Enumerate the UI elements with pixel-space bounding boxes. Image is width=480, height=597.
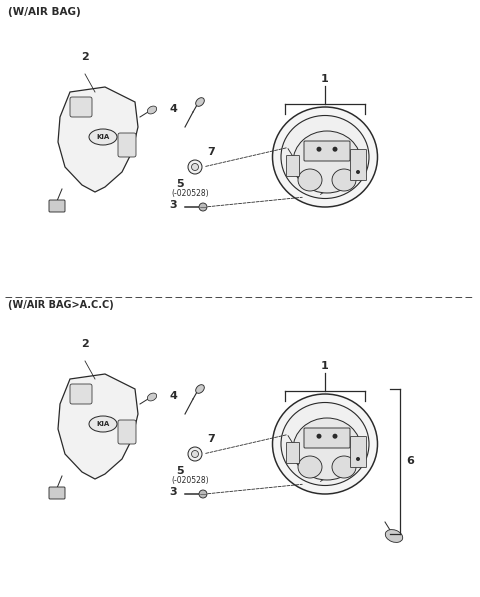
- Text: 6: 6: [406, 457, 414, 466]
- FancyBboxPatch shape: [118, 133, 136, 157]
- Ellipse shape: [281, 402, 369, 485]
- Polygon shape: [58, 87, 138, 192]
- Text: (-020528): (-020528): [171, 189, 209, 198]
- FancyBboxPatch shape: [49, 200, 65, 212]
- Text: 2: 2: [81, 339, 89, 349]
- FancyBboxPatch shape: [350, 149, 367, 180]
- Circle shape: [192, 164, 199, 171]
- Ellipse shape: [332, 456, 356, 478]
- Circle shape: [356, 457, 360, 461]
- Text: 3: 3: [169, 200, 177, 210]
- Ellipse shape: [196, 98, 204, 106]
- Text: (W/AIR BAG>A.C.C): (W/AIR BAG>A.C.C): [8, 300, 114, 310]
- Ellipse shape: [147, 393, 156, 401]
- Polygon shape: [58, 374, 138, 479]
- Text: (-020528): (-020528): [171, 476, 209, 485]
- Circle shape: [333, 433, 337, 439]
- Circle shape: [199, 203, 207, 211]
- Text: 7: 7: [207, 434, 215, 444]
- FancyBboxPatch shape: [49, 487, 65, 499]
- FancyBboxPatch shape: [287, 155, 300, 177]
- Ellipse shape: [89, 416, 117, 432]
- Text: 1: 1: [321, 74, 329, 84]
- Circle shape: [316, 147, 322, 152]
- Ellipse shape: [196, 384, 204, 393]
- Text: 2: 2: [81, 52, 89, 62]
- Ellipse shape: [293, 131, 361, 193]
- Text: 1: 1: [321, 361, 329, 371]
- Text: (W/AIR BAG): (W/AIR BAG): [8, 7, 81, 17]
- Circle shape: [199, 490, 207, 498]
- Text: 4: 4: [169, 391, 177, 401]
- Ellipse shape: [273, 394, 377, 494]
- Ellipse shape: [332, 169, 356, 191]
- Ellipse shape: [147, 106, 156, 114]
- Text: 5: 5: [176, 466, 184, 476]
- Text: KIA: KIA: [96, 421, 109, 427]
- Text: 7: 7: [207, 147, 215, 157]
- Ellipse shape: [298, 456, 322, 478]
- Circle shape: [356, 170, 360, 174]
- Text: 3: 3: [169, 487, 177, 497]
- Circle shape: [188, 447, 202, 461]
- Circle shape: [192, 451, 199, 457]
- Ellipse shape: [298, 169, 322, 191]
- FancyBboxPatch shape: [70, 97, 92, 117]
- Ellipse shape: [273, 107, 377, 207]
- FancyBboxPatch shape: [118, 420, 136, 444]
- Ellipse shape: [89, 129, 117, 145]
- Text: KIA: KIA: [96, 134, 109, 140]
- FancyBboxPatch shape: [304, 428, 350, 448]
- Ellipse shape: [385, 530, 403, 543]
- Text: 5: 5: [176, 179, 184, 189]
- Circle shape: [333, 147, 337, 152]
- Circle shape: [188, 160, 202, 174]
- Text: 4: 4: [169, 104, 177, 114]
- FancyBboxPatch shape: [287, 442, 300, 463]
- FancyBboxPatch shape: [70, 384, 92, 404]
- Ellipse shape: [293, 418, 361, 480]
- FancyBboxPatch shape: [350, 436, 367, 467]
- Circle shape: [316, 433, 322, 439]
- Ellipse shape: [281, 115, 369, 198]
- FancyBboxPatch shape: [304, 141, 350, 161]
